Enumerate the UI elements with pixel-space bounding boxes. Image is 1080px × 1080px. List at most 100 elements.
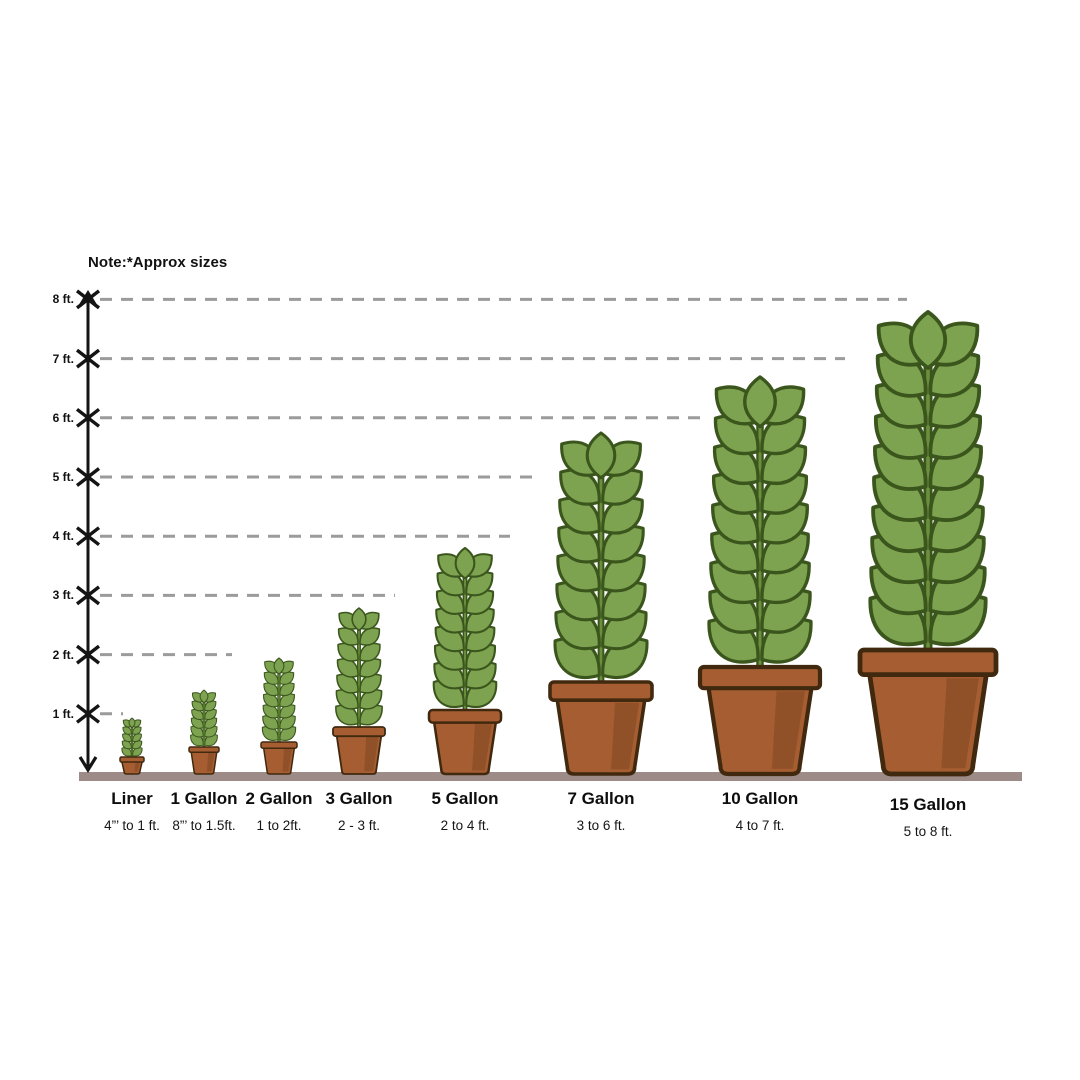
plant-column-2-gallon [260,657,298,775]
pot-shading [282,748,293,772]
column-label-liner: Liner 4”’ to 1 ft. [104,789,160,833]
column-label-5-gallon: 5 Gallon 2 to 4 ft. [431,789,498,833]
axis-tick-label-3ft: 3 ft. [52,588,74,603]
leaf-icon [601,496,644,535]
leaf-icon [121,747,132,757]
plant-column-15-gallon [857,310,999,777]
pot-size-name: 15 Gallon [889,795,967,814]
tick-x-icon [75,644,101,665]
leaf-icon [436,571,465,597]
pot-size-name: 5 Gallon [431,789,499,808]
leaf-icon [337,627,359,646]
leaf-icon [191,700,204,712]
leaf-icon [262,693,279,708]
pot-rim [260,741,298,749]
leaf-icon [279,682,295,696]
tick-x-icon [75,407,101,428]
pot-size-name: Liner [111,789,153,808]
ground-line [79,772,1022,781]
height-range: 2 to 4 ft. [440,818,490,833]
pot-icon [119,756,145,775]
leaf-icon [335,704,359,726]
leaf-icon [909,310,947,370]
leaf-icon [273,657,285,675]
leaf-icon [359,658,382,678]
leaf-icon [132,747,143,757]
leaf-icon [279,704,296,719]
tick-stroke [75,526,101,547]
leaf-icon [261,726,279,741]
tick-x-icon [75,289,101,310]
leaf-icon [585,431,617,480]
pot-size-name: 10 Gallon [721,789,799,808]
leaf-icon [359,627,381,646]
leaf-icon [122,733,132,742]
leaf-icon [743,375,777,429]
tick-stroke [75,348,101,369]
axis-tick-label-6ft: 6 ft. [52,410,74,425]
pot-shading [611,702,640,770]
leaf-icon [263,671,279,685]
pot-body [867,671,989,777]
leaf-icon [359,704,383,726]
plant-column-3-gallon [332,607,386,775]
leaf-icon [337,642,359,662]
leaf-icon [132,740,143,750]
leaf-icon [713,414,760,456]
leaf-icon [559,468,601,506]
pot-body [706,685,814,777]
tick-stroke [75,644,101,665]
leaf-icon [190,717,204,729]
tick-x-icon [75,703,101,724]
pot-rim [857,647,999,677]
leaf-icon [351,607,367,632]
height-axis [75,289,101,774]
axis-tick-label-4ft: 4 ft. [52,529,74,544]
pot-size-name: 1 Gallon [170,789,238,808]
pot-rim [332,726,386,738]
pot-rim [548,680,654,702]
pot-rim [427,708,503,724]
height-range: 2 - 3 ft. [337,818,381,833]
pot-body [120,760,144,775]
leaf-icon [556,552,601,593]
pot-body [432,720,498,776]
leaf-icon [454,546,476,580]
height-range: 4”’ to 1 ft. [104,818,160,833]
pot-body [262,746,296,775]
tick-stroke [75,585,101,606]
pot-body [335,734,383,775]
leaf-icon [557,524,601,564]
pot-icon [857,647,999,777]
plant-icon [868,310,988,663]
pot-shading [206,752,215,772]
pot-shading [472,724,492,771]
plant-icon [261,657,297,752]
leaf-icon [465,571,494,597]
leaf-icon [279,726,297,741]
leaf-icon [262,704,279,719]
height-range: 3 to 6 ft. [576,818,626,833]
pot-body [555,697,647,776]
leaf-icon [204,700,217,712]
height-range: 8”’ to 1.5ft. [172,818,236,833]
column-label-7-gallon: 7 Gallon 3 to 6 ft. [567,789,634,833]
plant-icon [190,689,218,757]
column-label-3-gallon: 3 Gallon 2 - 3 ft. [325,789,392,833]
height-range: 4 to 7 ft. [735,818,785,833]
leaf-icon [336,658,359,678]
tick-x-icon [75,348,101,369]
plant-column-liner [119,717,145,775]
pot-icon [427,708,503,776]
pot-body [190,750,218,775]
tick-stroke [75,407,101,428]
axis-tick-label-1ft: 1 ft. [52,706,74,721]
leaf-icon [191,708,204,720]
axis-arrow-down-icon [78,756,98,774]
leaf-icon [122,726,132,735]
pot-size-name: 2 Gallon [245,789,313,808]
leaf-icon [279,671,295,685]
leaf-icon [359,689,383,710]
pot-rim [119,756,145,763]
